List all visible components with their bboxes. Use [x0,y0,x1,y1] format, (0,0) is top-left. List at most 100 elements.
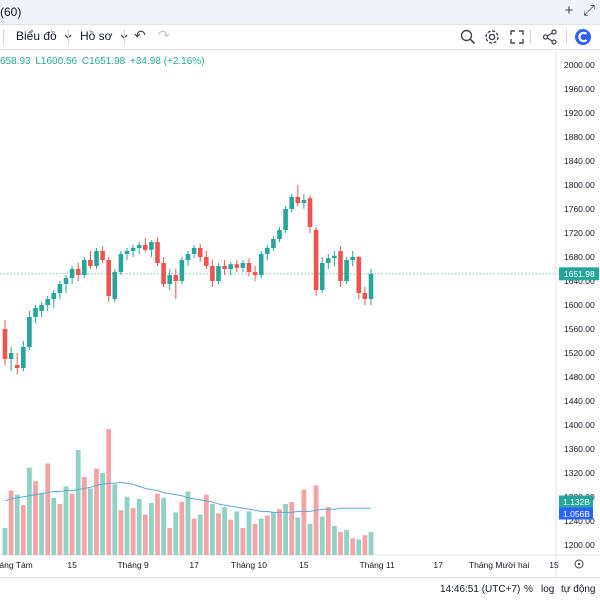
candle [313,227,319,296]
last-price-label: 1651.98 [564,269,595,279]
fullscreen-icon[interactable] [508,28,526,46]
chart-type-menu[interactable]: Biểu đồ [16,29,72,43]
volume-bar [149,503,154,555]
timeframe-settings-icon[interactable] [574,559,584,569]
candle-body [356,257,362,293]
profile-label: Hồ sơ [80,29,113,43]
candle-body [124,251,130,254]
timeframe-settings-dot [577,562,581,566]
candle [350,251,355,266]
candle [240,260,246,272]
candle-body [173,275,179,281]
candle-body [118,254,124,272]
price-tick-label: 2000.00 [564,60,595,70]
auto-scale-toggle[interactable]: tự động [561,584,596,595]
redo-icon[interactable]: ↷ [158,27,170,43]
percent-toggle[interactable]: % [524,584,533,595]
undo-icon[interactable]: ↶ [134,27,146,43]
add-icon[interactable]: + [564,2,574,19]
candle-body [45,299,50,305]
volume-bar [338,532,343,555]
candle [368,269,374,305]
candle [149,240,154,257]
candle [94,248,99,269]
volume-bar [94,468,99,555]
volume-bar [2,527,8,555]
candle [130,245,136,257]
candle-body [39,305,44,311]
candle-body [344,260,349,281]
quick-search-icon[interactable] [459,28,477,46]
candle [326,254,331,269]
log-toggle[interactable]: log [541,584,555,595]
volume-bar [319,516,325,555]
time-tick-label: Tháng 10 [231,560,267,570]
price-tick-label: 1680.00 [564,252,595,262]
price-tick-label: 1320.00 [564,468,595,478]
volume-bar [356,539,362,555]
candle [100,246,105,263]
time-tick-label: Tháng Tám [0,560,33,570]
price-tick-label: 1960.00 [564,84,595,94]
candle-body [362,293,368,299]
candle [82,257,87,278]
volume-value-badge [559,495,593,508]
candle-body [301,200,307,203]
candle-body [252,272,258,275]
candle-body [57,284,63,293]
volume-bar [118,510,124,555]
candle [319,257,325,293]
candle [161,257,166,287]
candle [332,251,337,266]
price-tick-label: 1240.00 [564,516,595,526]
volume-bar [307,523,313,555]
volume-bar [81,477,87,555]
candle [63,275,69,293]
volume-bar [332,525,337,555]
candle [228,261,233,275]
price-tick-label: 1480.00 [564,372,595,382]
volume-bar [203,494,209,555]
candle-body [100,251,105,260]
volume-bar [222,507,227,555]
candle-body [69,269,75,278]
candle-body [265,248,270,254]
candle-body [228,264,233,269]
candle-body [106,260,111,296]
volume-bar [155,493,160,555]
price-tick-label: 1920.00 [564,108,595,118]
price-tick-label: 1640.00 [564,276,595,286]
candle-body [277,230,282,239]
candle [27,311,32,350]
clock-timezone[interactable]: 14:46:51 (UTC+7) [440,584,521,595]
volume-bar [112,484,118,555]
time-tick-label: Tháng Mười hai [469,560,530,570]
share-icon[interactable] [541,28,559,46]
candle-body [197,248,203,257]
volume-value-label: 1.056B [563,509,590,519]
volume-bar [313,485,319,555]
volume-bar [350,538,356,555]
volume-bar [106,429,112,555]
candle-body [2,329,8,359]
expand-icon[interactable]: ⤢ [582,2,595,19]
volume-bar [325,507,331,555]
candle [344,257,349,284]
profile-menu[interactable]: Hồ sơ [80,29,128,43]
volume-bar [136,498,142,555]
timeframe-settings-ring [574,559,584,569]
chart-type-label: Biểu đồ [16,29,57,43]
candle-body [167,275,172,284]
candle-body [313,230,319,290]
price-chart[interactable]: 2000.00 1960.00 1920.00 1880.00 1840.00 1800.… [0,50,600,577]
brand-logo-icon[interactable] [574,28,592,46]
volume-bar [51,497,57,555]
settings-gear-icon[interactable] [483,28,501,46]
volume-bar [252,523,258,555]
candle-body [319,263,325,290]
candle [197,243,203,262]
candle [234,260,240,272]
candle [118,251,124,275]
candle [210,260,215,287]
candle [191,245,197,259]
